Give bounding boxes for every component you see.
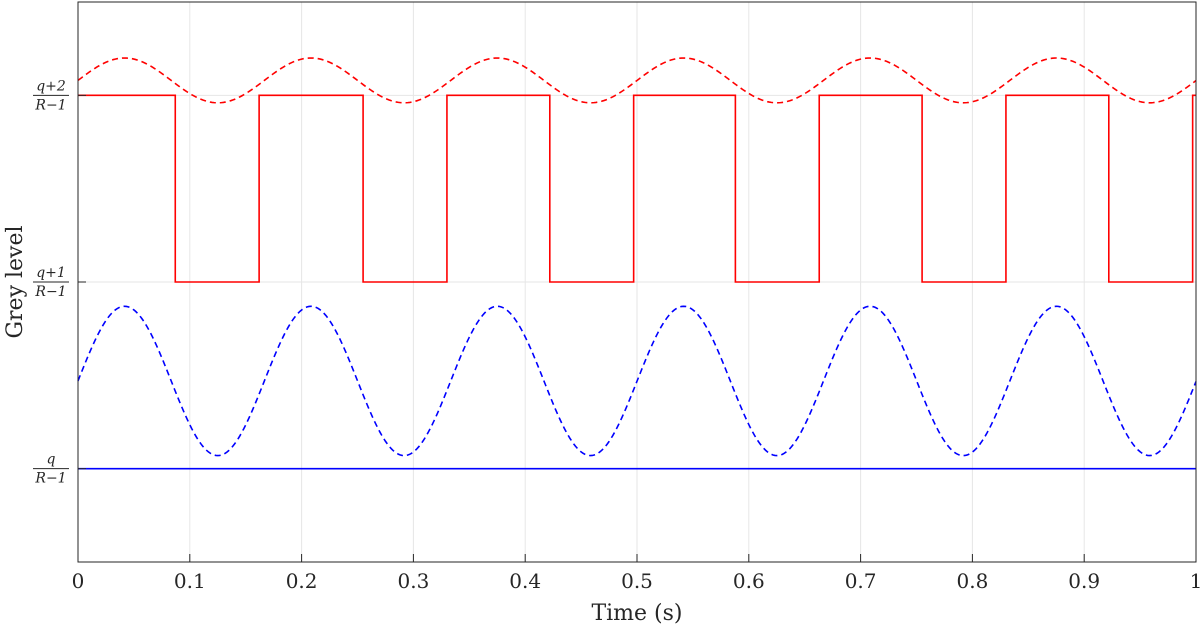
x-tick-label: 0 [72, 569, 85, 593]
y-tick-numerator: q+2 [36, 78, 66, 94]
x-tick-label: 0.8 [956, 569, 988, 593]
x-tick-label: 0.4 [509, 569, 541, 593]
y-tick-denominator: R−1 [34, 284, 66, 300]
x-axis-title: Time (s) [591, 601, 682, 626]
x-tick-label: 1 [1190, 569, 1200, 593]
y-axis: q R−1 q+1 R−1 q+2 R−1 [33, 78, 86, 487]
x-tick-label: 0.3 [397, 569, 429, 593]
x-tick-label: 0.6 [733, 569, 765, 593]
series-red-square-wave [78, 94, 1196, 283]
y-tick-denominator: R−1 [34, 97, 66, 113]
x-tick-label: 0.5 [621, 569, 653, 593]
x-tick-label: 0.7 [845, 569, 877, 593]
y-tick-numerator: q+1 [36, 265, 66, 281]
x-axis: 0 0.1 0.2 0.3 0.4 0.5 0.6 0.7 0.8 0.9 1 [72, 554, 1200, 593]
x-tick-label: 0.1 [174, 569, 206, 593]
x-tick-label: 0.2 [286, 569, 318, 593]
series-blue-sinusoid [77, 305, 1197, 457]
y-axis-title: Grey level [3, 225, 28, 338]
y-tick-numerator: q [47, 452, 56, 468]
y-tick-denominator: R−1 [34, 471, 66, 487]
x-tick-label: 0.9 [1068, 569, 1100, 593]
series-red-sinusoid [77, 57, 1197, 104]
series-group [77, 57, 1197, 470]
